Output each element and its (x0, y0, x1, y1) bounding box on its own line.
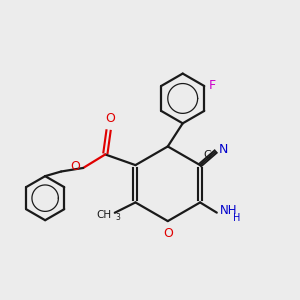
Text: 3: 3 (116, 212, 120, 221)
Text: O: O (163, 227, 173, 241)
Text: CH: CH (97, 209, 112, 220)
Text: H: H (233, 213, 241, 223)
Text: NH: NH (220, 204, 237, 218)
Text: C: C (203, 150, 211, 160)
Text: O: O (106, 112, 116, 125)
Text: N: N (219, 143, 229, 156)
Text: O: O (70, 160, 80, 173)
Text: F: F (208, 79, 216, 92)
